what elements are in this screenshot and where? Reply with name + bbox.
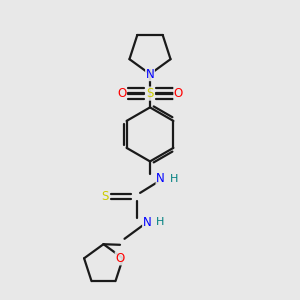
- Text: N: N: [142, 215, 152, 229]
- Text: O: O: [117, 87, 126, 100]
- Text: S: S: [146, 87, 154, 100]
- Text: S: S: [101, 190, 109, 203]
- Text: O: O: [174, 87, 183, 100]
- Text: O: O: [115, 252, 124, 265]
- Text: H: H: [170, 173, 178, 184]
- Text: H: H: [156, 217, 165, 227]
- Text: N: N: [156, 172, 165, 185]
- Text: N: N: [146, 68, 154, 81]
